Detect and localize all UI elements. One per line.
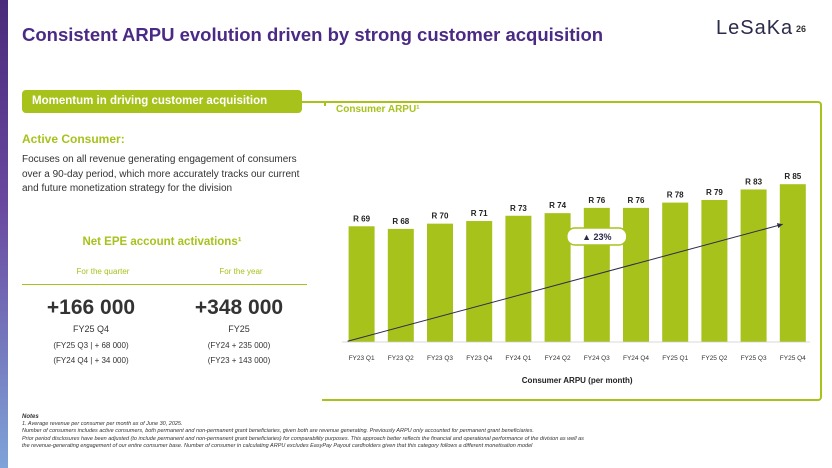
bar-fy24-q1: [505, 215, 532, 342]
bar-fy24-q4: [623, 207, 649, 342]
arpu-bar-chart: R 69 FY23 Q1 R 68 FY23 Q2 R 70 FY23 Q3 R 71 FY2…: [342, 172, 810, 385]
bar-data-label: R 69: [353, 214, 370, 223]
notes-block: Notes 1. Average revenue per consumer pe…: [22, 414, 812, 450]
bar-data-label: R 68: [392, 217, 409, 226]
year-label: For the year: [219, 267, 263, 276]
bar-data-label: R 74: [549, 201, 566, 210]
growth-badge-label: ▲ 23%: [582, 232, 611, 242]
x-tick-label: FY23 Q4: [466, 355, 492, 362]
momentum-pill: Momentum in driving customer acquisition: [22, 90, 302, 113]
bar-data-label: R 85: [784, 172, 801, 181]
bar-data-label: R 73: [510, 204, 527, 213]
x-tick-label: FY25 Q3: [741, 355, 767, 362]
bar-data-label: R 70: [432, 212, 449, 221]
year-period: FY25: [228, 324, 250, 334]
bar-fy25-q4: [779, 184, 806, 342]
bar-fy25-q2: [701, 199, 728, 342]
bar-data-label: R 79: [706, 188, 723, 197]
quarter-value: +166 000: [46, 296, 136, 319]
left-accent-bar: [0, 0, 8, 468]
bar-fy23-q3: [427, 223, 453, 342]
bar-fy25-q3: [740, 189, 767, 342]
x-tick-label: FY23 Q1: [349, 355, 375, 362]
bar-fy25-q1: [662, 202, 689, 342]
active-consumer-heading: Active Consumer:: [22, 132, 125, 146]
lesaka-logo: LeSaKa: [716, 17, 794, 39]
bar-data-label: R 76: [628, 196, 645, 205]
bar-data-label: R 76: [588, 196, 605, 205]
growth-badge: [566, 227, 628, 246]
x-tick-label: FY24 Q1: [505, 355, 531, 362]
bar-fy24-q2: [544, 213, 571, 342]
quarter-label: For the quarter: [76, 267, 130, 276]
x-tick-label: FY23 Q3: [427, 355, 453, 362]
quarter-period: FY25 Q4: [72, 324, 110, 334]
quarter-detail-1: (FY25 Q3 | + 68 000): [53, 341, 129, 350]
chart-title: Consumer ARPU¹: [336, 104, 420, 115]
trend-line: [347, 223, 783, 342]
year-detail-1: (FY24 + 235 000): [207, 341, 271, 350]
year-value: +348 000: [194, 296, 284, 319]
trend-arrowhead: [776, 223, 783, 229]
x-tick-label: FY24 Q3: [584, 355, 610, 362]
bar-data-label: R 83: [745, 177, 762, 186]
page-number: 26: [796, 24, 807, 34]
x-tick-label: FY25 Q2: [701, 355, 727, 362]
bar-data-label: R 71: [471, 209, 488, 218]
x-tick-label: FY23 Q2: [388, 355, 414, 362]
notes-line-4: the revenue-generating engagement of our…: [22, 442, 533, 449]
active-consumer-description: Focuses on all revenue generating engage…: [22, 154, 300, 194]
notes-line-2: Number of consumers includes active cons…: [22, 428, 534, 435]
notes-line-3: Prior period disclosures have been adjus…: [22, 435, 584, 442]
net-activations-heading: Net EPE account activations¹: [82, 236, 242, 248]
x-tick-label: FY25 Q4: [780, 355, 806, 362]
x-tick-label: FY25 Q1: [662, 355, 688, 362]
notes-heading: Notes: [22, 414, 39, 420]
bar-data-label: R 78: [667, 191, 684, 200]
x-tick-label: FY24 Q4: [623, 355, 649, 362]
page-title: Consistent ARPU evolution driven by stro…: [22, 24, 604, 45]
chart-panel-frame: [322, 101, 822, 401]
x-tick-label: FY24 Q2: [545, 355, 571, 362]
year-detail-2: (FY23 + 143 000): [207, 356, 271, 365]
stats-separator: [22, 284, 307, 285]
x-axis-title: Consumer ARPU (per month): [522, 376, 633, 385]
bar-fy23-q1: [348, 226, 375, 342]
quarter-detail-2: (FY24 Q4 | + 34 000): [53, 356, 129, 365]
bar-fy23-q4: [466, 221, 493, 342]
notes-line-1: 1. Average revenue per consumer per mont…: [22, 421, 183, 428]
bar-fy23-q2: [387, 228, 414, 342]
